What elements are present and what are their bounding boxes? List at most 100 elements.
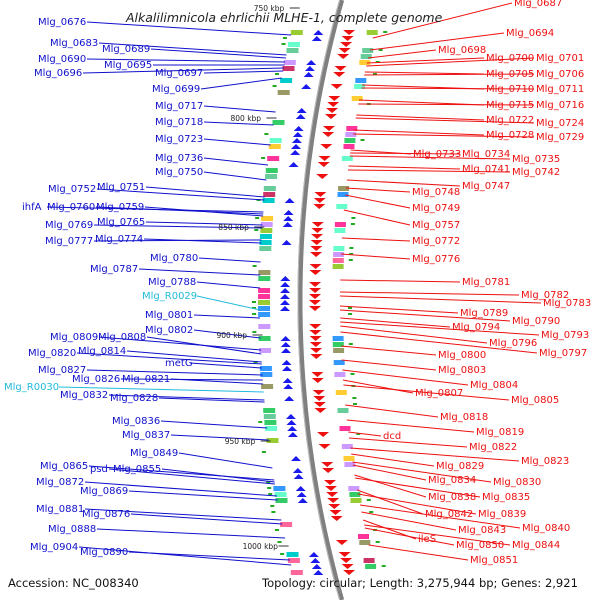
forward-gene-arrow xyxy=(313,30,324,35)
right-gene-label: Mlg_0793 xyxy=(541,330,589,341)
left-leader-line xyxy=(203,105,276,113)
right-leader-line xyxy=(361,511,457,531)
forward-gene-arrow xyxy=(313,570,324,575)
right-leader-line xyxy=(354,474,427,498)
left-gene-label: Mlg_0723 xyxy=(155,134,203,145)
right-gene-label: Mlg_0843 xyxy=(458,525,506,536)
left-gene-label: Mlg_0849 xyxy=(130,448,178,459)
reverse-gene-arrow xyxy=(343,570,356,575)
feature-tick xyxy=(280,553,285,555)
feature-block xyxy=(333,246,345,251)
right-gene-label: Mlg_0748 xyxy=(412,187,460,198)
right-gene-label: Mlg_0803 xyxy=(438,365,486,376)
right-leader-line xyxy=(340,321,540,336)
left-gene-label: Mlg_0780 xyxy=(150,253,198,264)
right-gene-label: Mlg_0706 xyxy=(536,69,584,80)
feature-block xyxy=(350,498,362,503)
feature-tick xyxy=(261,451,266,453)
kbp-label: 850 kbp xyxy=(218,223,249,232)
left-gene-label: Mlg_0876 xyxy=(82,509,130,520)
left-leader-line xyxy=(193,314,261,319)
reverse-gene-arrow xyxy=(311,222,324,227)
left-gene-label: Mlg_0814 xyxy=(78,346,126,357)
forward-gene-arrow xyxy=(284,396,295,401)
left-gene-label: Mlg_0872 xyxy=(36,477,84,488)
forward-gene-arrow xyxy=(301,84,312,89)
reverse-gene-arrow xyxy=(312,390,325,395)
left-gene-label: Mlg_0820 xyxy=(28,348,76,359)
forward-gene-arrow xyxy=(292,132,303,137)
right-gene-label: Mlg_0851 xyxy=(470,555,518,566)
feature-block xyxy=(343,456,355,461)
left-gene-label: Mlg_0769 xyxy=(45,220,93,231)
right-leader-line xyxy=(339,291,520,296)
right-leader-line xyxy=(342,379,414,394)
left-leader-line xyxy=(86,58,286,63)
right-gene-label: ileS xyxy=(418,534,436,545)
left-gene-label: Mlg_0718 xyxy=(155,117,203,128)
feature-block xyxy=(277,90,290,95)
reverse-gene-arrow xyxy=(340,42,353,47)
feature-block xyxy=(262,198,275,203)
feature-tick xyxy=(267,487,272,489)
feature-block xyxy=(258,288,271,293)
feature-block xyxy=(282,66,295,71)
left-gene-label: Mlg_0699 xyxy=(152,84,200,95)
right-leader-line xyxy=(372,2,513,39)
feature-block xyxy=(355,78,367,83)
label-leaders xyxy=(46,2,542,566)
forward-gene-arrow xyxy=(287,426,298,431)
feature-tick xyxy=(255,217,260,219)
feature-block xyxy=(258,300,270,305)
left-leader-line xyxy=(145,186,265,198)
feature-block xyxy=(265,426,278,431)
forward-gene-arrow xyxy=(280,294,290,299)
reverse-gene-arrow xyxy=(326,108,339,113)
left-gene-label: Mlg_0736 xyxy=(155,153,203,164)
forward-gene-arrow xyxy=(280,306,290,311)
right-gene-label: Mlg_0823 xyxy=(521,456,569,467)
feature-block xyxy=(259,240,272,245)
feature-block xyxy=(269,138,282,143)
left-gene-label: Mlg_0837 xyxy=(122,430,170,441)
right-gene-label: Mlg_0701 xyxy=(536,53,584,64)
feature-block xyxy=(360,54,372,59)
reverse-gene-arrow xyxy=(316,174,329,179)
feature-block xyxy=(265,174,278,179)
right-leader-line xyxy=(357,489,424,515)
right-leader-line xyxy=(349,155,511,160)
left-leader-line xyxy=(196,281,261,289)
feature-block xyxy=(334,372,346,377)
left-leader-line xyxy=(120,378,263,381)
reverse-gene-arrow xyxy=(310,348,323,353)
right-leader-line xyxy=(346,179,461,187)
feature-tick xyxy=(356,433,361,435)
right-leader-line xyxy=(348,437,468,448)
reverse-gene-arrow xyxy=(313,402,326,407)
right-leader-line xyxy=(341,359,437,371)
forward-gene-arrow xyxy=(287,432,298,437)
feature-tick xyxy=(353,403,357,405)
right-leader-line xyxy=(339,309,511,322)
genome-backbone xyxy=(297,0,345,600)
left-gene-label: Mlg_0802 xyxy=(145,325,193,336)
left-gene-label: Mlg_0869 xyxy=(80,486,128,497)
forward-gene-arrow xyxy=(280,288,291,293)
left-leader-line xyxy=(78,546,292,566)
right-leader-line xyxy=(340,253,411,260)
forward-gene-arrow xyxy=(280,282,291,287)
right-gene-label: Mlg_0804 xyxy=(470,380,518,391)
left-gene-label: Mlg_0881 xyxy=(36,504,84,515)
left-gene-label: metG xyxy=(165,358,193,369)
feature-tick xyxy=(351,217,356,219)
feature-block xyxy=(332,336,344,341)
reverse-gene-arrow xyxy=(320,144,333,149)
feature-tick xyxy=(281,43,286,45)
right-gene-label: Mlg_0705 xyxy=(486,69,534,80)
right-leader-line xyxy=(351,453,435,467)
feature-block xyxy=(261,216,274,221)
feature-block xyxy=(351,96,363,101)
right-leader-line xyxy=(358,103,535,106)
right-leader-line xyxy=(339,295,542,304)
feature-tick xyxy=(252,313,257,315)
